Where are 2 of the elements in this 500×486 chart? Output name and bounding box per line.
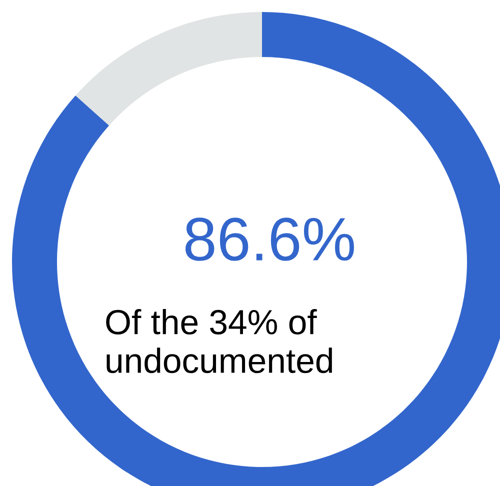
text: Of the 34% of undocumented: [106, 308, 332, 374]
data-label: 86.6%: [186, 218, 354, 261]
